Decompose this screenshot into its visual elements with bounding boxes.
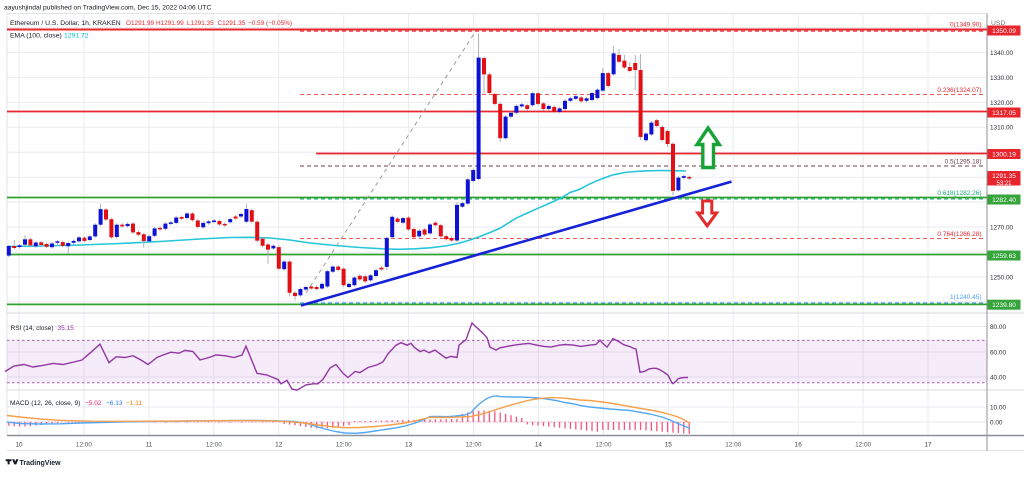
svg-text:17: 17	[924, 442, 932, 449]
svg-text:15: 15	[665, 442, 673, 449]
svg-text:−5.02: −5.02	[85, 400, 102, 407]
svg-text:1317.05: 1317.05	[992, 110, 1016, 117]
svg-text:MACD (12, 26, close, 9): MACD (12, 26, close, 9)	[10, 400, 80, 407]
svg-text:12:00: 12:00	[336, 442, 352, 449]
svg-text:1(1240.45): 1(1240.45)	[950, 294, 981, 301]
svg-text:1270.00: 1270.00	[990, 225, 1014, 232]
svg-text:1300.19: 1300.19	[992, 151, 1016, 158]
svg-text:−6.13: −6.13	[106, 400, 123, 407]
svg-text:10.00: 10.00	[990, 404, 1006, 411]
svg-text:−1.11: −1.11	[126, 400, 142, 407]
svg-text:L1291.35: L1291.35	[187, 20, 214, 27]
svg-text:12:00: 12:00	[725, 442, 741, 449]
svg-text:EMA (100, close): EMA (100, close)	[10, 33, 62, 40]
svg-text:1239.80: 1239.80	[992, 302, 1016, 309]
svg-text:1291.35: 1291.35	[992, 173, 1016, 180]
svg-text:10: 10	[15, 442, 23, 449]
svg-text:16: 16	[795, 442, 803, 449]
svg-text:1350.09: 1350.09	[992, 28, 1016, 35]
svg-text:USD: USD	[991, 20, 1005, 27]
svg-text:80.00: 80.00	[990, 324, 1006, 331]
svg-text:0.618(1282.26): 0.618(1282.26)	[937, 190, 981, 197]
svg-text:O1291.99: O1291.99	[126, 20, 155, 27]
svg-text:12:00: 12:00	[206, 442, 222, 449]
svg-text:aayushjindal published on Trad: aayushjindal published on TradingView.co…	[4, 5, 211, 12]
svg-text:0.764(1266.28): 0.764(1266.28)	[937, 231, 981, 238]
svg-text:12:00: 12:00	[76, 442, 92, 449]
svg-text:Ethereum / U.S. Dollar, 1h, KR: Ethereum / U.S. Dollar, 1h, KRAKEN	[10, 20, 121, 27]
svg-text:TradingView: TradingView	[20, 460, 62, 467]
svg-text:53:21: 53:21	[996, 181, 1012, 187]
svg-text:12: 12	[275, 442, 283, 449]
svg-text:C1291.35: C1291.35	[218, 20, 246, 27]
svg-text:40.00: 40.00	[990, 374, 1006, 381]
svg-text:12:00: 12:00	[595, 442, 611, 449]
svg-text:11: 11	[146, 442, 153, 449]
svg-text:H1291.99: H1291.99	[156, 20, 184, 27]
svg-text:1250.00: 1250.00	[990, 274, 1014, 281]
svg-text:12:00: 12:00	[466, 442, 482, 449]
svg-text:1282.40: 1282.40	[992, 197, 1016, 204]
svg-text:12:00: 12:00	[855, 442, 871, 449]
svg-text:14: 14	[535, 442, 543, 449]
svg-text:0.236(1324.07): 0.236(1324.07)	[937, 87, 981, 94]
svg-text:0(1349.90): 0(1349.90)	[950, 21, 981, 28]
svg-text:60.00: 60.00	[990, 349, 1006, 356]
svg-text:1330.00: 1330.00	[990, 75, 1014, 82]
svg-text:1310.00: 1310.00	[990, 125, 1014, 132]
svg-text:13: 13	[405, 442, 413, 449]
svg-text:35.15: 35.15	[58, 325, 75, 332]
svg-text:1340.00: 1340.00	[990, 50, 1014, 57]
svg-text:0.5(1295.18): 0.5(1295.18)	[945, 159, 982, 166]
svg-text:−0.59 (−0.05%): −0.59 (−0.05%)	[248, 20, 292, 27]
svg-text:1259.63: 1259.63	[992, 253, 1016, 260]
svg-text:0.00: 0.00	[990, 419, 1003, 426]
svg-text:1291.72: 1291.72	[64, 33, 89, 40]
svg-text:RSI (14, close): RSI (14, close)	[11, 325, 54, 332]
svg-text:1320.00: 1320.00	[990, 100, 1014, 107]
